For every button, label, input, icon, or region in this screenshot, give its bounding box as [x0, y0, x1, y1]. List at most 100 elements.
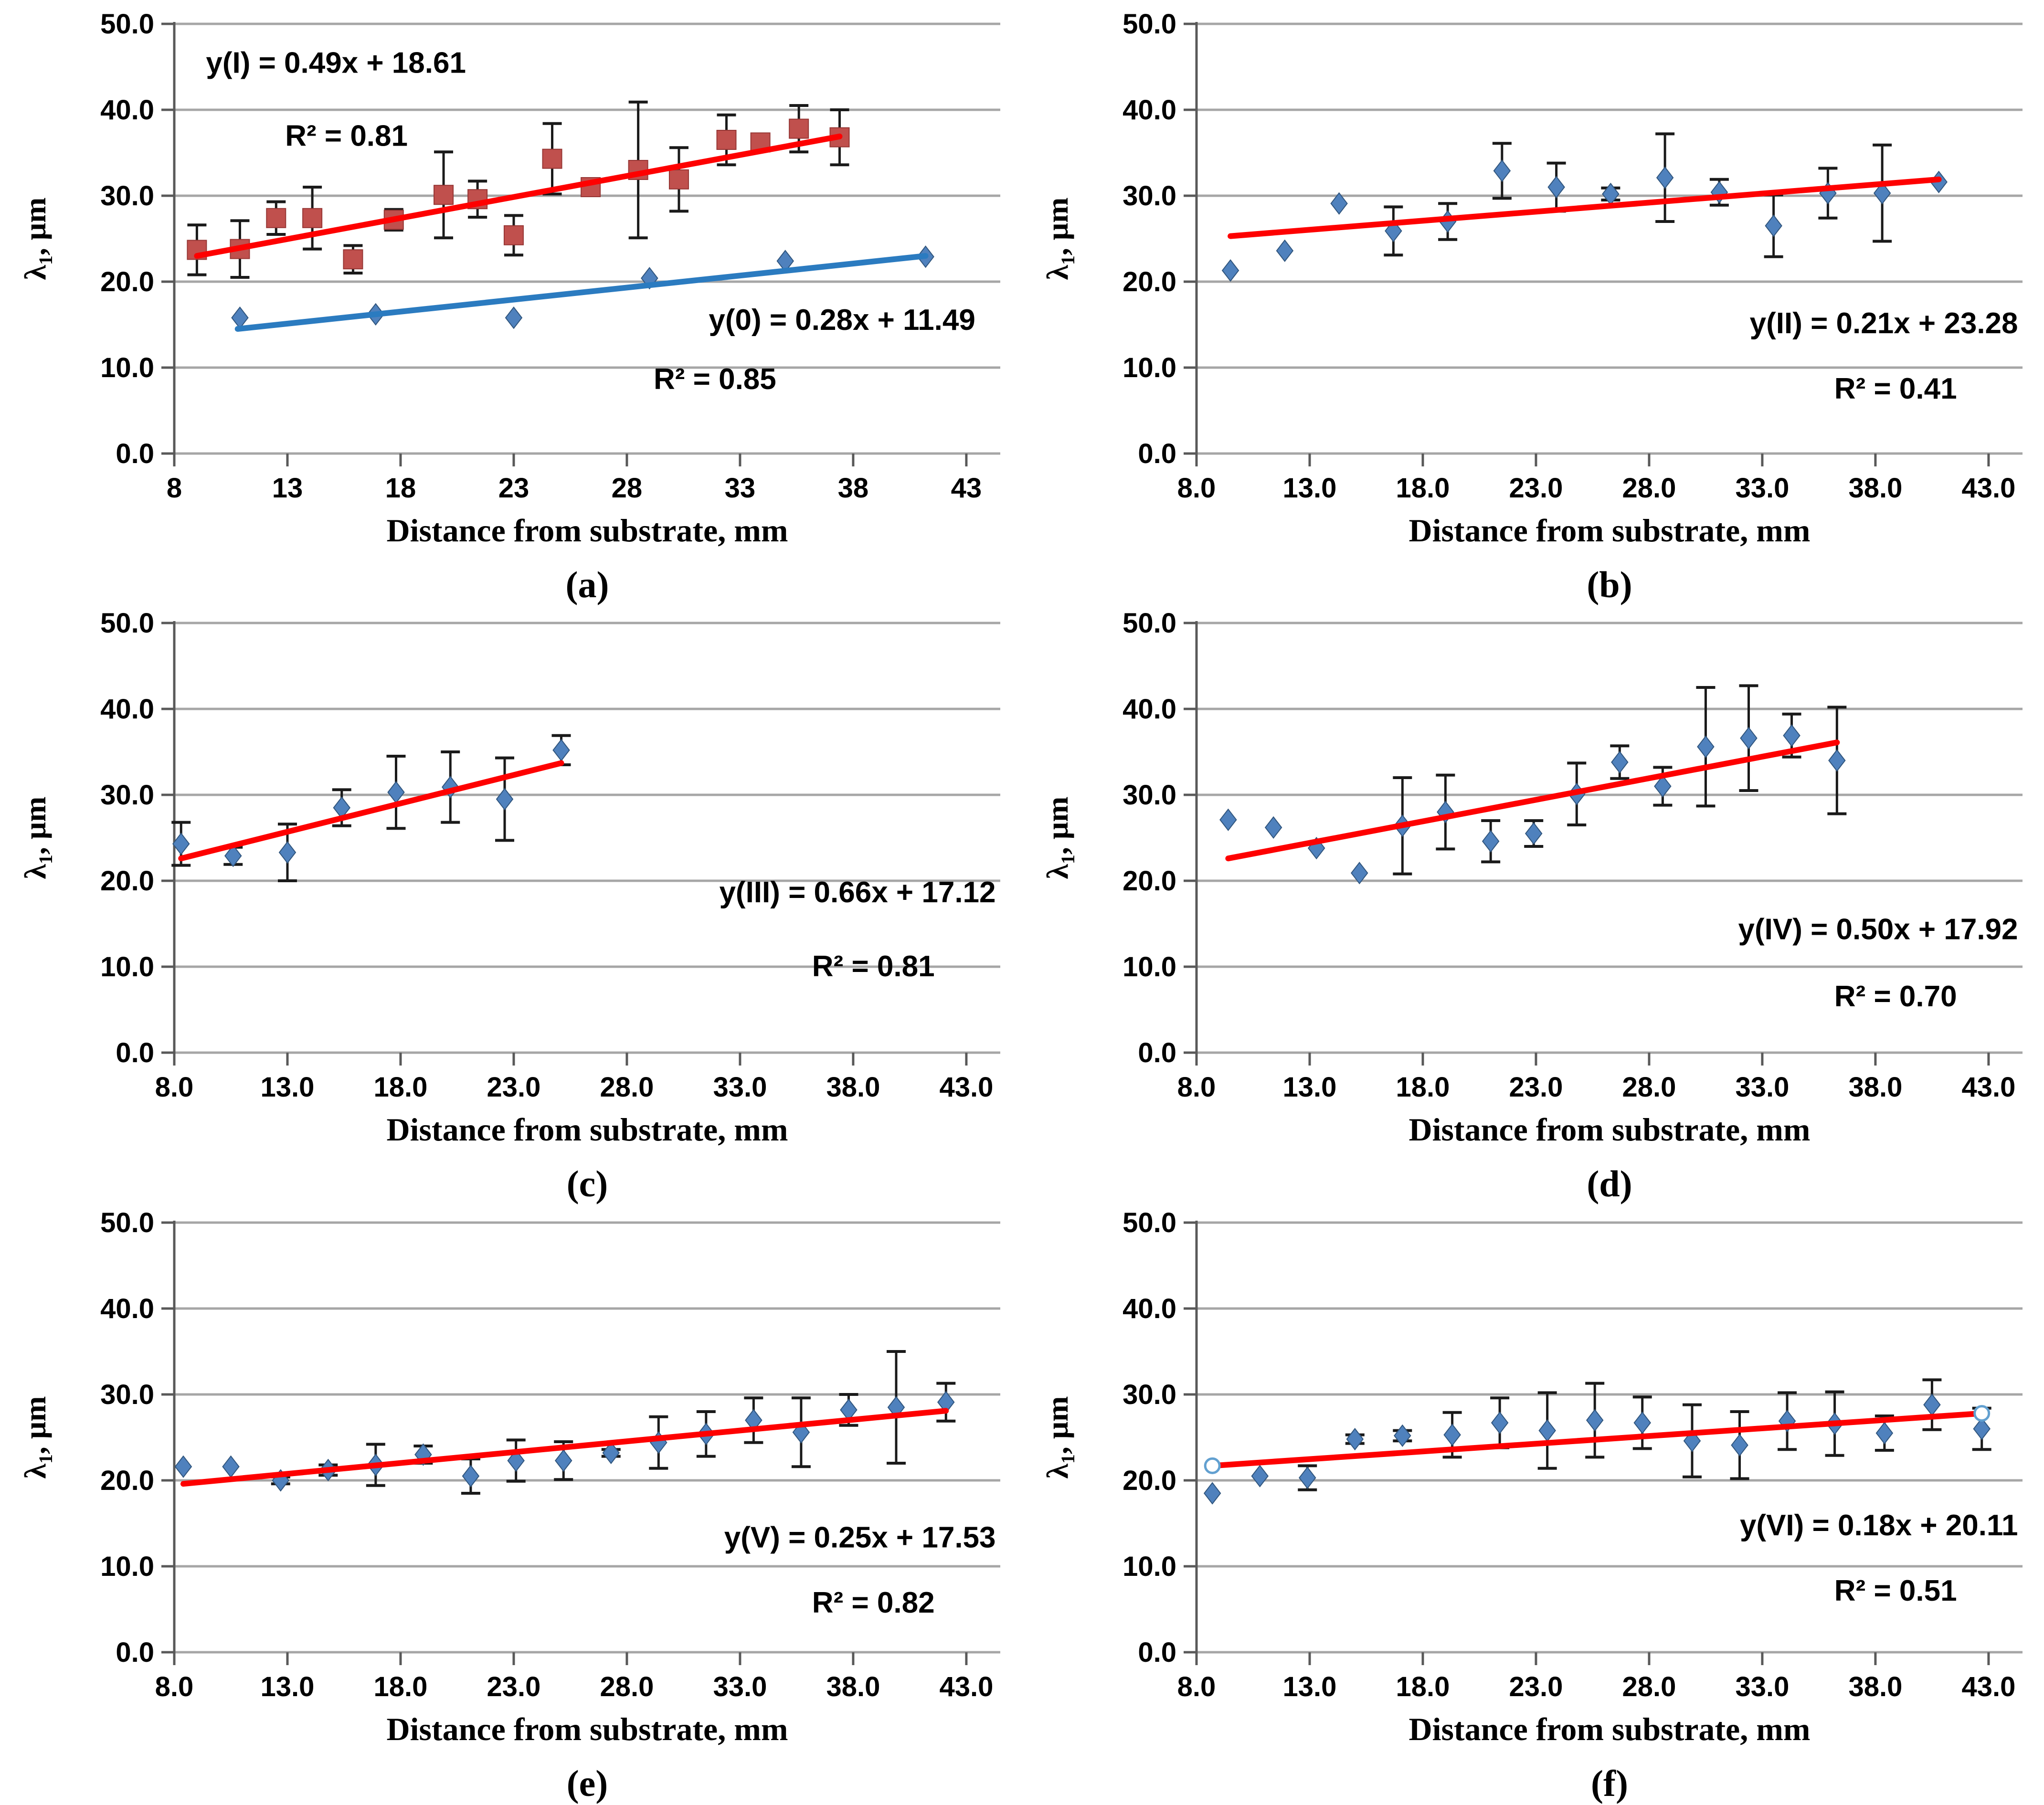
x-axis-title: Distance from substrate, mm	[386, 512, 788, 549]
x-axis-title: Distance from substrate, mm	[386, 1111, 788, 1148]
x-tick-label: 13.0	[1283, 473, 1337, 504]
x-tick-label: 33.0	[713, 1072, 767, 1103]
x-tick-label: 38.0	[1848, 473, 1902, 504]
y-tick-label: 0.0	[116, 1637, 154, 1668]
x-tick-label: 43.0	[939, 1072, 993, 1103]
equation-label: y(IV) = 0.50x + 17.92	[1738, 913, 2018, 946]
y-tick-label: 0.0	[1138, 438, 1176, 469]
data-point-diamond	[1923, 1393, 1941, 1416]
x-tick-label: 13.0	[1283, 1671, 1337, 1702]
x-tick-label: 18.0	[1396, 473, 1450, 504]
r-squared-label: R² = 0.41	[1834, 372, 1957, 405]
y-tick-label: 10.0	[100, 352, 154, 383]
x-tick-label: 13.0	[261, 1671, 315, 1702]
chart-panel-e: 0.0 10.0 20.0 30.0 40.0 50.0 8.0 13.0 18.0 23.0 28…	[0, 1199, 1022, 1804]
y-tick-label: 0.0	[1138, 1037, 1176, 1068]
chart-panel-d: 0.0 10.0 20.0 30.0 40.0 50.0 8.0 13.0 18.0 23.0 28…	[1022, 599, 2044, 1204]
data-point-square	[343, 249, 363, 270]
r-squared-label: R² = 0.82	[812, 1586, 935, 1619]
chart-caption: (d)	[1587, 1163, 1632, 1204]
data-point-square	[266, 208, 286, 228]
data-point-diamond	[1654, 775, 1672, 798]
data-point-diamond	[1828, 749, 1846, 772]
x-tick-label: 23	[498, 473, 530, 504]
data-point-diamond	[172, 832, 190, 855]
trend-endpoint-circle	[1204, 1457, 1221, 1474]
data-point-diamond	[1251, 1465, 1269, 1488]
y-axis-title: λ1, μm	[18, 1396, 56, 1479]
equation-label: y(VI) = 0.18x + 20.11	[1740, 1509, 2018, 1542]
y-tick-label: 30.0	[100, 1379, 154, 1410]
data-point-square	[302, 208, 323, 228]
chart-caption: (b)	[1587, 564, 1632, 605]
y-tick-label: 20.0	[1123, 1465, 1176, 1496]
data-point-diamond	[1611, 750, 1629, 774]
y-tick-label: 30.0	[100, 780, 154, 811]
y-axis-title: λ1, μm	[18, 796, 56, 879]
equation-label: y(V) = 0.25x + 17.53	[724, 1521, 996, 1554]
data-point-diamond	[1731, 1434, 1748, 1457]
y-tick-label: 10.0	[1123, 352, 1176, 383]
x-tick-label: 8.0	[1177, 473, 1216, 504]
x-tick-label: 13.0	[1283, 1072, 1337, 1103]
y-tick-label: 50.0	[1123, 608, 1176, 639]
x-axis-title: Distance from substrate, mm	[1409, 1111, 1811, 1148]
r-squared-label: R² = 0.81	[285, 120, 408, 153]
x-tick-label: 18.0	[374, 1072, 428, 1103]
plot-a: 0.0 10.0 20.0 30.0 40.0 50.0 8 13 18 23 28 33 38 43 y(…	[100, 9, 1000, 504]
data-point-diamond	[1525, 822, 1543, 845]
data-point-diamond	[1873, 181, 1891, 205]
y-tick-label: 30.0	[1123, 180, 1176, 211]
trend-line	[1225, 739, 1840, 862]
data-point-square	[789, 118, 809, 139]
data-point-diamond	[1697, 735, 1715, 758]
trend-endpoint-circle	[1973, 1405, 1991, 1422]
data-point-diamond	[1219, 808, 1237, 831]
x-tick-label: 28	[612, 473, 643, 504]
y-tick-label: 50.0	[1123, 9, 1176, 40]
data-point-diamond	[278, 841, 297, 864]
trend-line	[1209, 1410, 1985, 1469]
data-point-diamond	[1538, 1419, 1556, 1442]
data-point-diamond	[387, 781, 405, 804]
trend-line	[234, 253, 929, 332]
data-point-diamond	[1740, 727, 1758, 749]
r-squared-label: R² = 0.70	[1834, 980, 1957, 1013]
y-axis-title: λ1, μm	[1040, 197, 1079, 280]
data-point-diamond	[1276, 239, 1294, 262]
chart-panel-b: 0.0 10.0 20.0 30.0 40.0 50.0 8.0 13.0 18.0 23.0 28…	[1022, 0, 2044, 605]
data-point-diamond	[507, 1449, 525, 1472]
data-point-diamond	[496, 788, 514, 811]
x-tick-label: 28.0	[1622, 473, 1676, 504]
x-tick-label: 18	[385, 473, 416, 504]
x-tick-label: 23.0	[1509, 473, 1563, 504]
chart-caption: (c)	[566, 1163, 608, 1204]
trend-line	[178, 760, 564, 862]
data-point-diamond	[222, 1455, 240, 1478]
x-tick-label: 43.0	[1961, 1072, 2015, 1103]
x-tick-label: 43.0	[1961, 473, 2015, 504]
r-squared-label: R² = 0.51	[1834, 1574, 1957, 1607]
data-point-diamond	[1264, 816, 1282, 839]
data-point-diamond	[1633, 1411, 1651, 1435]
x-tick-label: 8.0	[1177, 1671, 1216, 1702]
plot-e: 0.0 10.0 20.0 30.0 40.0 50.0 8.0 13.0 18.0 23.0 28…	[100, 1207, 1000, 1702]
y-tick-label: 0.0	[116, 1037, 154, 1068]
equation-label: y(III) = 0.66x + 17.12	[719, 876, 996, 909]
y-tick-label: 10.0	[1123, 951, 1176, 982]
x-tick-label: 28.0	[1622, 1072, 1676, 1103]
x-axis-title: Distance from substrate, mm	[1409, 512, 1811, 549]
trend-line	[1228, 176, 1942, 239]
data-point-diamond	[1482, 830, 1500, 853]
x-tick-label: 23.0	[487, 1072, 541, 1103]
data-point-diamond	[1765, 214, 1782, 237]
trend-line	[180, 1408, 949, 1487]
y-tick-label: 0.0	[116, 438, 154, 469]
x-tick-label: 28.0	[600, 1671, 654, 1702]
x-tick-label: 38.0	[1848, 1671, 1902, 1702]
chart-caption: (a)	[565, 564, 609, 605]
x-tick-label: 13	[272, 473, 303, 504]
x-tick-label: 23.0	[1509, 1671, 1563, 1702]
chart-panel-a: 0.0 10.0 20.0 30.0 40.0 50.0 8 13 18 23 28 33 38 43 y(…	[0, 0, 1022, 605]
